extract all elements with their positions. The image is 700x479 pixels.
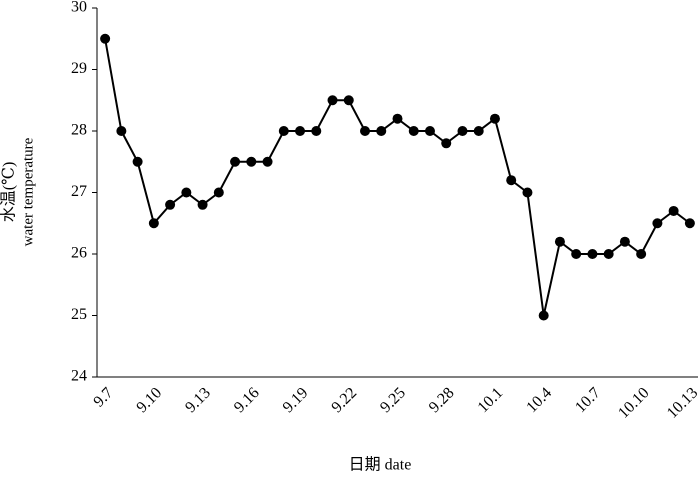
marker [116,126,127,136]
marker [652,218,663,229]
marker [636,249,647,259]
marker [684,218,695,229]
x-tick-label: 9.22 [328,384,360,416]
y-tick-label: 30 [71,0,87,16]
y-tick-label: 29 [71,60,87,77]
x-tick-label: 9.19 [280,384,312,416]
y-tick-label: 28 [71,122,87,139]
x-axis-label: 日期 date [349,456,412,474]
x-tick-label: 9.28 [426,384,458,416]
marker [181,187,192,198]
marker [246,156,257,167]
x-tick-label: 10.7 [572,384,604,416]
marker [473,126,484,136]
marker [278,126,289,136]
x-tick-label: 10.13 [664,384,700,421]
marker [327,95,338,106]
marker [668,205,679,216]
marker [132,156,143,167]
marker [424,126,435,136]
marker [506,175,517,186]
x-tick-label: 10.10 [615,384,652,421]
marker [376,126,387,136]
x-tick-label: 9.13 [182,384,214,416]
marker [619,236,630,247]
marker [571,249,582,259]
x-tick-label: 9.25 [377,384,409,416]
marker [311,126,322,136]
y-tick-label: 26 [71,245,87,262]
marker [408,126,419,136]
x-tick-label: 10.4 [523,384,555,416]
x-tick-label: 9.10 [133,384,165,416]
marker [230,156,241,167]
y-tick-label: 27 [71,183,87,200]
marker [538,310,549,321]
marker [489,113,500,124]
marker [441,138,452,149]
marker [197,199,208,210]
y-tick-label: 25 [71,306,87,323]
marker [457,126,468,136]
y-tick-label: 24 [71,368,87,385]
marker [100,33,111,44]
marker [148,218,159,229]
marker [587,249,598,259]
x-tick-label: 9.7 [90,384,116,410]
y-axis-label: water temperature [20,137,36,246]
marker [262,156,273,167]
y-axis-label: 水温(℃) [0,162,18,223]
x-tick-label: 10.1 [475,384,507,416]
marker [522,187,533,198]
marker [295,126,306,136]
x-tick-label: 9.16 [231,384,263,416]
line [104,38,691,316]
marker [554,236,565,247]
marker [360,126,371,136]
marker [213,187,224,198]
marker [343,95,354,106]
marker [392,113,403,124]
marker [603,249,614,259]
marker [165,199,176,210]
